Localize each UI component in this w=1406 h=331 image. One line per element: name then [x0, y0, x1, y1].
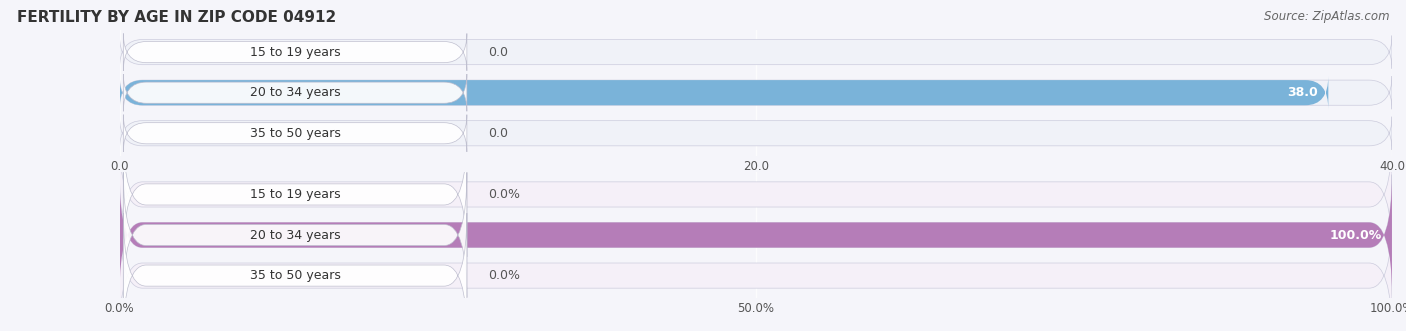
Text: 0.0%: 0.0%	[488, 188, 520, 201]
FancyBboxPatch shape	[120, 76, 1329, 109]
FancyBboxPatch shape	[120, 117, 1392, 150]
FancyBboxPatch shape	[120, 215, 1392, 331]
FancyBboxPatch shape	[124, 132, 467, 257]
FancyBboxPatch shape	[120, 174, 1392, 296]
FancyBboxPatch shape	[120, 35, 1392, 69]
Text: 0.0: 0.0	[488, 127, 509, 140]
Text: FERTILITY BY AGE IN ZIP CODE 04912: FERTILITY BY AGE IN ZIP CODE 04912	[17, 10, 336, 25]
Text: Source: ZipAtlas.com: Source: ZipAtlas.com	[1264, 10, 1389, 23]
FancyBboxPatch shape	[124, 172, 467, 298]
FancyBboxPatch shape	[124, 213, 467, 331]
FancyBboxPatch shape	[120, 174, 1392, 296]
Text: 0.0: 0.0	[488, 46, 509, 59]
FancyBboxPatch shape	[124, 33, 467, 71]
Text: 35 to 50 years: 35 to 50 years	[250, 127, 340, 140]
Text: 0.0%: 0.0%	[488, 269, 520, 282]
Text: 20 to 34 years: 20 to 34 years	[250, 86, 340, 99]
FancyBboxPatch shape	[120, 134, 1392, 255]
Text: 35 to 50 years: 35 to 50 years	[250, 269, 340, 282]
Text: 20 to 34 years: 20 to 34 years	[250, 228, 340, 242]
FancyBboxPatch shape	[124, 74, 467, 111]
FancyBboxPatch shape	[124, 115, 467, 152]
FancyBboxPatch shape	[120, 76, 1392, 109]
Text: 15 to 19 years: 15 to 19 years	[250, 46, 340, 59]
Text: 100.0%: 100.0%	[1330, 228, 1382, 242]
Text: 15 to 19 years: 15 to 19 years	[250, 188, 340, 201]
Text: 38.0: 38.0	[1288, 86, 1319, 99]
